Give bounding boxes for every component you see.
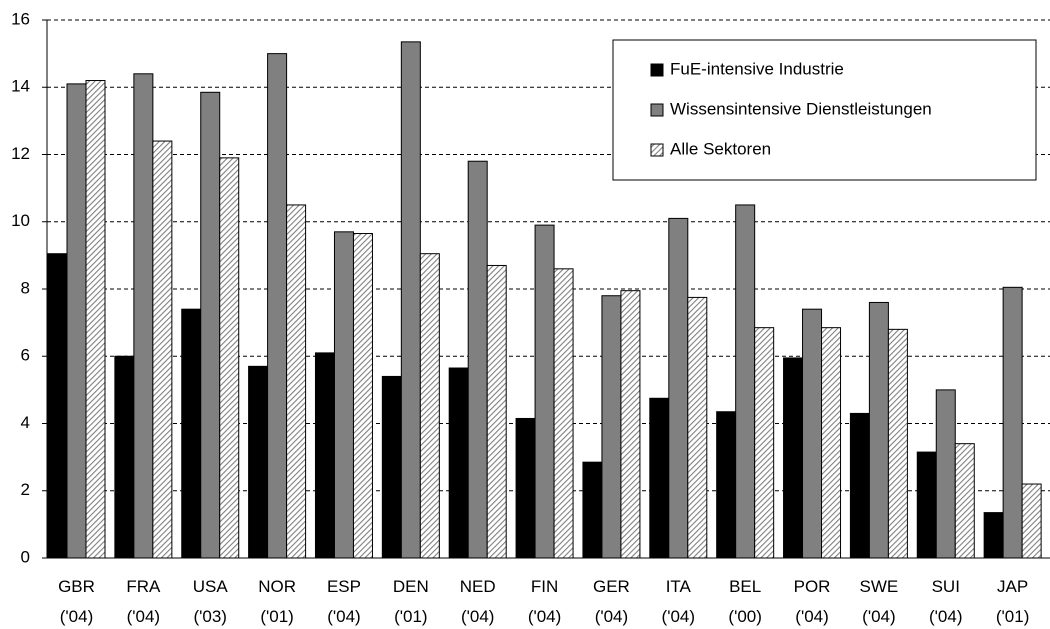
bar — [419, 253, 440, 559]
bar — [515, 417, 536, 559]
bar — [849, 412, 870, 559]
bar — [601, 295, 622, 559]
bar — [381, 375, 402, 559]
bar — [219, 157, 240, 559]
bar — [314, 352, 335, 559]
legend-box — [612, 39, 1037, 181]
bar — [620, 290, 641, 559]
y-tick-label: 6 — [21, 346, 30, 365]
x-tick-label: ITA ('04) — [662, 577, 695, 626]
bar — [181, 308, 202, 559]
bar — [286, 204, 307, 559]
bar — [783, 357, 804, 559]
bar — [649, 397, 670, 559]
bar — [687, 296, 708, 559]
x-tick-label: SUI ('04) — [929, 577, 962, 626]
bar — [821, 327, 842, 559]
bar — [868, 301, 889, 559]
bar — [333, 231, 354, 559]
bar — [735, 204, 756, 559]
x-tick-label: NED ('04) — [460, 577, 496, 626]
x-tick-label: GBR ('04) — [58, 577, 95, 626]
x-tick-label: NOR ('01) — [258, 577, 296, 626]
bar — [954, 443, 975, 559]
bar — [935, 389, 956, 559]
x-tick-label: GER ('04) — [593, 577, 630, 626]
x-tick-label: POR ('04) — [794, 577, 831, 626]
bar — [85, 80, 106, 559]
bar — [47, 253, 68, 559]
y-tick-label: 8 — [21, 278, 30, 297]
bar — [582, 461, 603, 559]
bar — [887, 328, 908, 559]
x-tick-label: SWE ('04) — [860, 577, 899, 626]
bar — [802, 308, 823, 559]
bar — [248, 365, 269, 559]
bar — [467, 160, 488, 559]
y-tick-label: 14 — [11, 77, 30, 96]
legend-swatch — [650, 63, 664, 77]
y-tick-label: 10 — [11, 211, 30, 230]
legend-label: Alle Sektoren — [670, 139, 771, 158]
bar — [553, 268, 574, 559]
y-tick-label: 12 — [11, 144, 30, 163]
bar — [534, 224, 555, 559]
x-tick-label: DEN ('01) — [393, 577, 429, 626]
legend-label: FuE-intensive Industrie — [670, 59, 844, 78]
x-tick-label: USA ('03) — [193, 577, 229, 626]
bar — [133, 73, 154, 559]
y-tick-label: 16 — [11, 9, 30, 28]
bar — [448, 367, 469, 559]
x-tick-label: BEL ('00) — [728, 577, 761, 626]
legend-label: Wissensintensive Dienstleistungen — [670, 99, 932, 118]
bar — [152, 140, 173, 559]
bar — [66, 83, 87, 559]
x-tick-label: ESP ('04) — [327, 577, 361, 626]
y-tick-label: 2 — [21, 480, 30, 499]
bar — [486, 264, 507, 559]
x-tick-label: JAP ('01) — [996, 577, 1029, 626]
bar — [267, 53, 288, 559]
legend: FuE-intensive Industrie Wissensintensive … — [612, 39, 1037, 181]
bar — [716, 411, 737, 559]
bar — [1021, 483, 1042, 559]
legend-swatch — [650, 103, 664, 117]
legend-swatch — [650, 143, 664, 157]
bar — [1002, 286, 1023, 559]
bar — [114, 355, 135, 559]
x-tick-label: FIN ('04) — [528, 577, 561, 626]
bar — [754, 327, 775, 559]
bar — [983, 512, 1004, 559]
y-tick-label: 0 — [21, 547, 30, 566]
x-tick-label: FRA ('04) — [126, 577, 161, 626]
bar — [400, 41, 421, 559]
bar — [668, 217, 689, 559]
bar — [916, 451, 937, 559]
bar — [200, 91, 221, 559]
bar — [352, 233, 373, 559]
y-tick-label: 4 — [21, 413, 30, 432]
